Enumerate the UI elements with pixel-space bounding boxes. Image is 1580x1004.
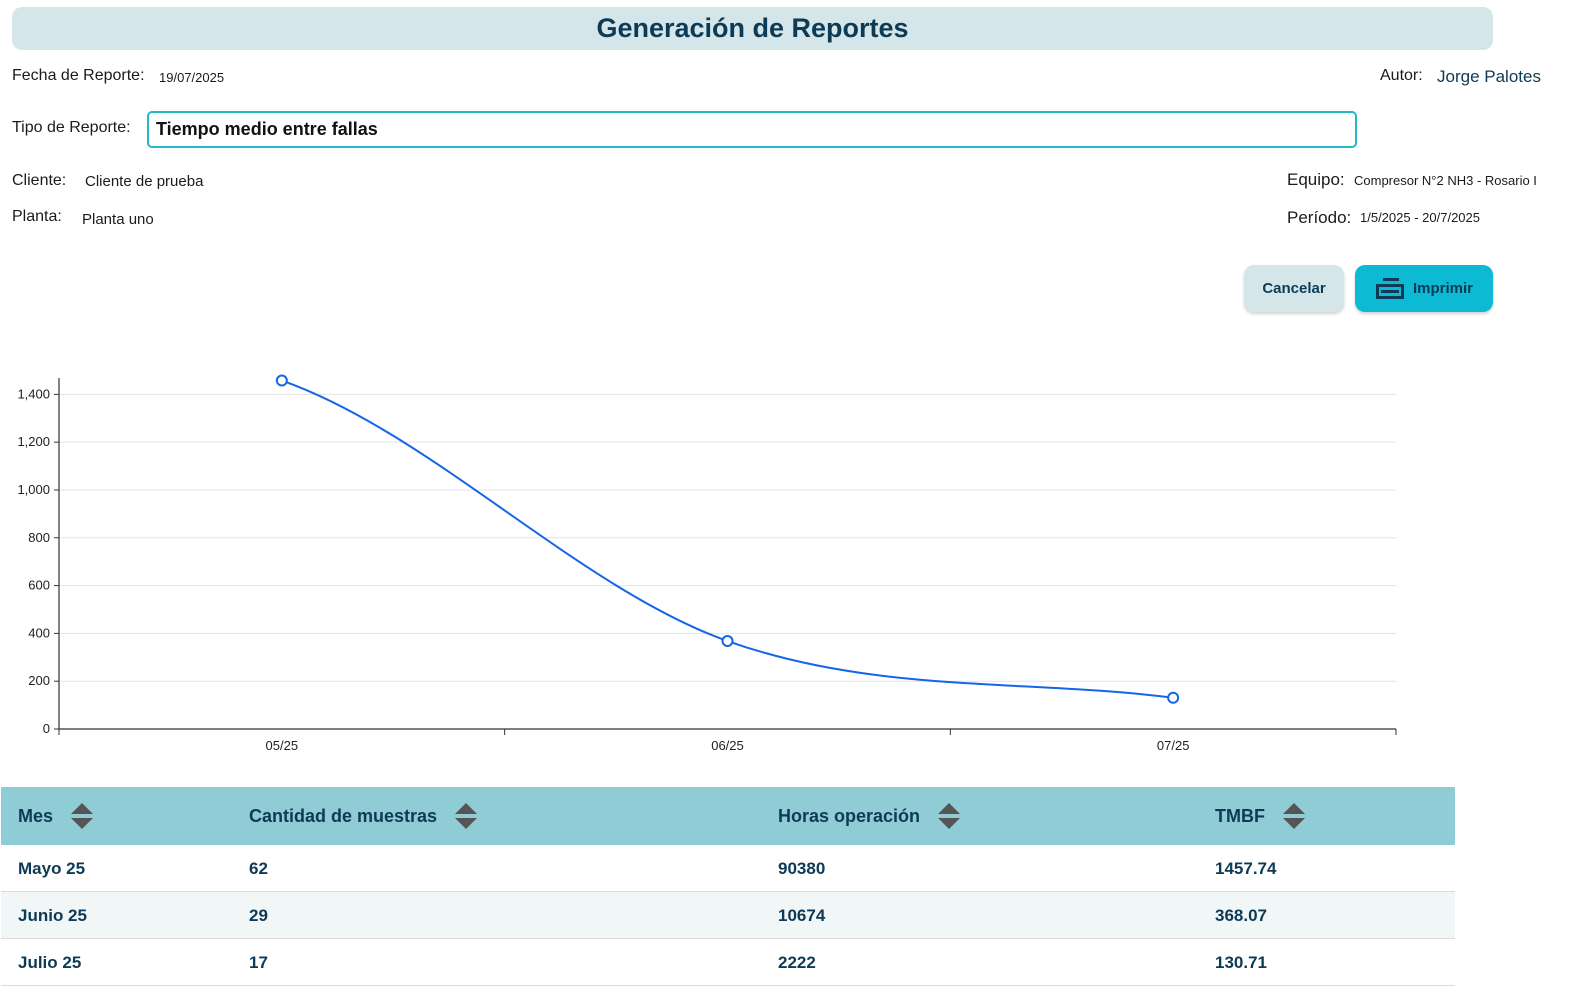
print-button[interactable]: Imprimir [1355, 265, 1493, 312]
column-header-tmbf[interactable]: TMBF [1215, 803, 1305, 829]
sort-icon[interactable] [455, 803, 478, 829]
sort-icon[interactable] [1282, 803, 1305, 829]
column-header-cantidad[interactable]: Cantidad de muestras [249, 803, 478, 829]
cancel-button-label: Cancelar [1262, 280, 1326, 297]
y-tick-label: 400 [28, 625, 50, 640]
y-tick-label: 800 [28, 530, 50, 545]
y-tick-label: 1,000 [17, 482, 50, 497]
cancel-button[interactable]: Cancelar [1244, 265, 1344, 312]
planta-value: Planta uno [82, 211, 154, 228]
y-tick-label: 200 [28, 673, 50, 688]
data-point [275, 374, 288, 387]
cell-tmbf: 1457.74 [1215, 859, 1277, 878]
cliente-label: Cliente: [12, 172, 67, 189]
x-tick-label: 06/25 [711, 738, 744, 753]
y-tick-label: 600 [28, 578, 50, 593]
autor-value: Jorge Palotes [1437, 67, 1541, 86]
column-header-label: Horas operación [778, 805, 921, 826]
table-row[interactable]: Julio 25 17 2222 130.71 [1, 939, 1455, 986]
planta-label: Planta: [12, 208, 62, 225]
cell-cantidad: 62 [249, 859, 268, 878]
cell-cantidad: 29 [249, 906, 268, 925]
equipo-value: Compresor N°2 NH3 - Rosario I [1354, 173, 1537, 188]
periodo-label: Período: [1287, 208, 1352, 227]
column-header-label: Mes [18, 805, 54, 826]
title-bar: Generación de Reportes [12, 7, 1493, 50]
page-title: Generación de Reportes [596, 13, 909, 43]
column-header-mes[interactable]: Mes [18, 803, 94, 829]
cliente-value: Cliente de prueba [85, 173, 204, 190]
cell-tmbf: 130.71 [1215, 953, 1267, 972]
table-row[interactable]: Junio 25 29 10674 368.07 [1, 892, 1455, 939]
cell-cantidad: 17 [249, 953, 268, 972]
cell-mes: Mayo 25 [18, 859, 86, 878]
cell-horas: 90380 [778, 859, 826, 878]
cell-tmbf: 368.07 [1215, 906, 1267, 925]
tipo-label: Tipo de Reporte: [12, 119, 131, 136]
data-point [721, 635, 734, 648]
column-header-horas[interactable]: Horas operación [778, 803, 961, 829]
y-tick-label: 1,400 [17, 386, 50, 401]
periodo-value: 1/5/2025 - 20/7/2025 [1360, 210, 1480, 225]
cell-mes: Junio 25 [18, 906, 87, 925]
table-row[interactable]: Mayo 25 62 90380 1457.74 [1, 845, 1455, 892]
tmbf-line-chart: 0 200 400 600 800 1,000 1,200 1,400 05/25 06/25 07… [17, 374, 1397, 753]
x-tick-label: 07/25 [1157, 738, 1190, 753]
cell-horas: 10674 [778, 906, 826, 925]
table-header: Mes Cantidad de muestras Horas operación… [1, 787, 1455, 845]
y-tick-label: 0 [43, 721, 50, 736]
fecha-label: Fecha de Reporte: [12, 67, 145, 84]
series-line [281, 379, 1174, 699]
data-point [1167, 691, 1180, 704]
column-header-label: Cantidad de muestras [249, 805, 438, 826]
column-header-label: TMBF [1215, 805, 1265, 826]
tipo-reporte-input[interactable] [147, 111, 1357, 148]
report-table: Mes Cantidad de muestras Horas operación… [1, 787, 1455, 986]
equipo-label: Equipo: [1287, 170, 1345, 189]
print-button-label: Imprimir [1412, 280, 1473, 297]
sort-icon[interactable] [71, 803, 94, 829]
x-tick-label: 05/25 [266, 738, 299, 753]
cell-horas: 2222 [778, 953, 816, 972]
fecha-value: 19/07/2025 [159, 70, 225, 85]
autor-label: Autor: [1380, 67, 1423, 84]
cell-mes: Julio 25 [18, 953, 82, 972]
y-tick-label: 1,200 [17, 434, 50, 449]
printer-icon [1375, 277, 1404, 299]
sort-icon[interactable] [938, 803, 961, 829]
